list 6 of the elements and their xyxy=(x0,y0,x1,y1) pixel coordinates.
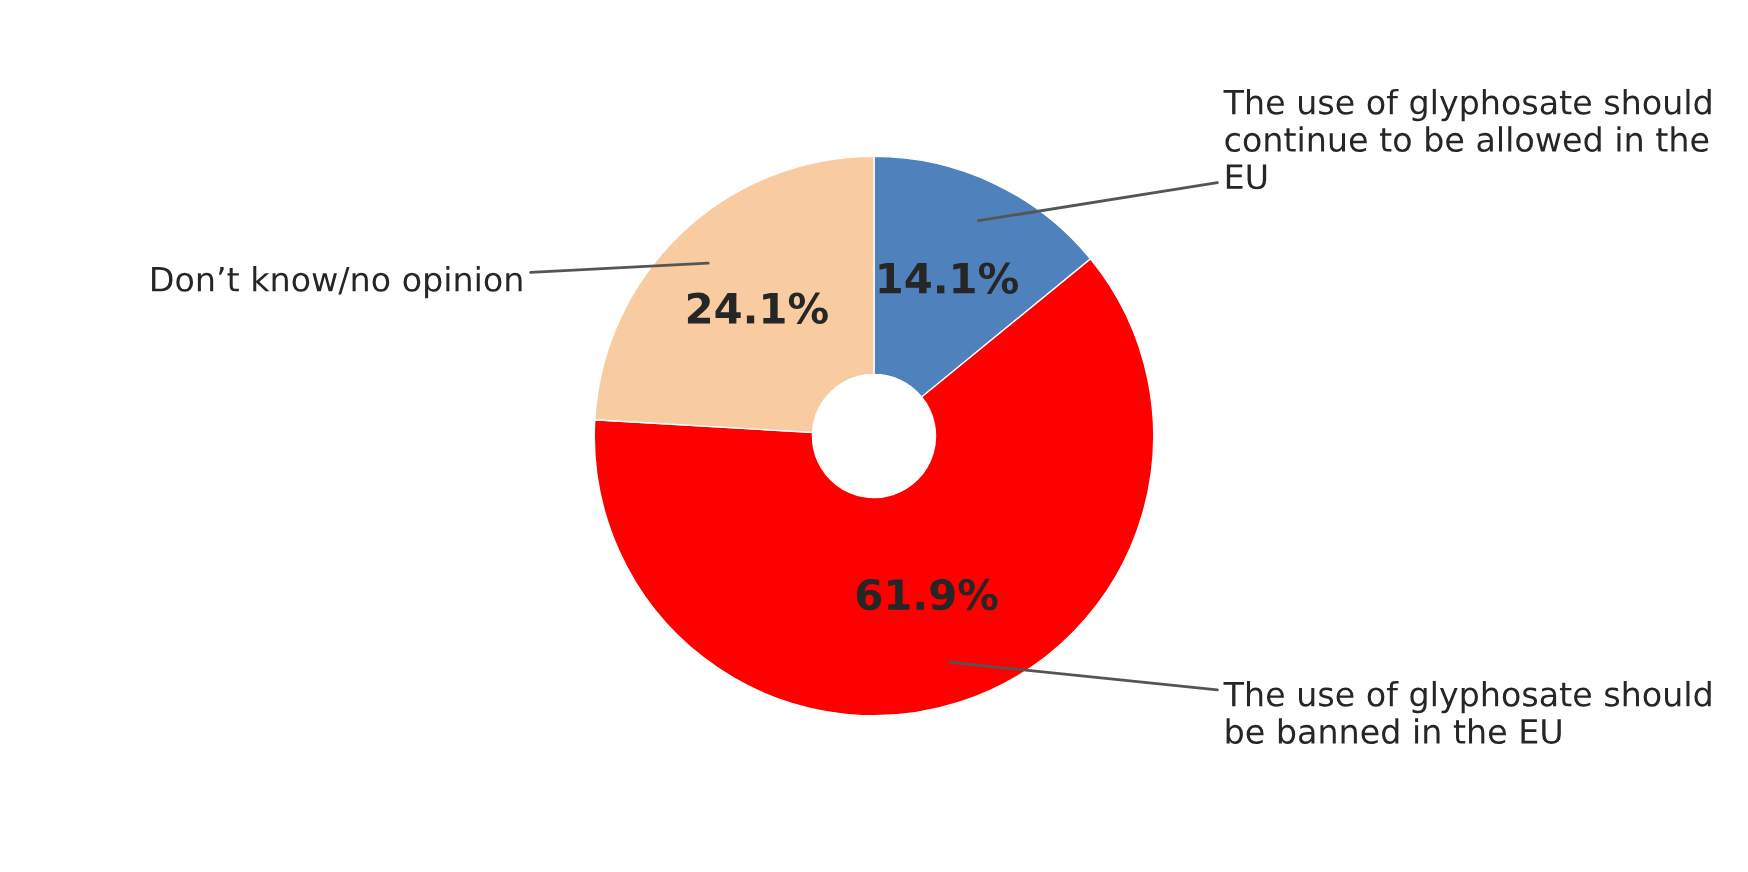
slice-label: The use of glyphosate should continue to be allowed in the EU xyxy=(1223,88,1711,190)
data-label: 14.1% xyxy=(879,262,1019,294)
data-label: 24.1% xyxy=(687,292,828,324)
data-label: 61.9% xyxy=(856,578,998,611)
slice-label: Don’t know/no opinion xyxy=(152,266,522,299)
slice-label: The use of glyphosate should be banned in the EU xyxy=(1223,680,1711,745)
